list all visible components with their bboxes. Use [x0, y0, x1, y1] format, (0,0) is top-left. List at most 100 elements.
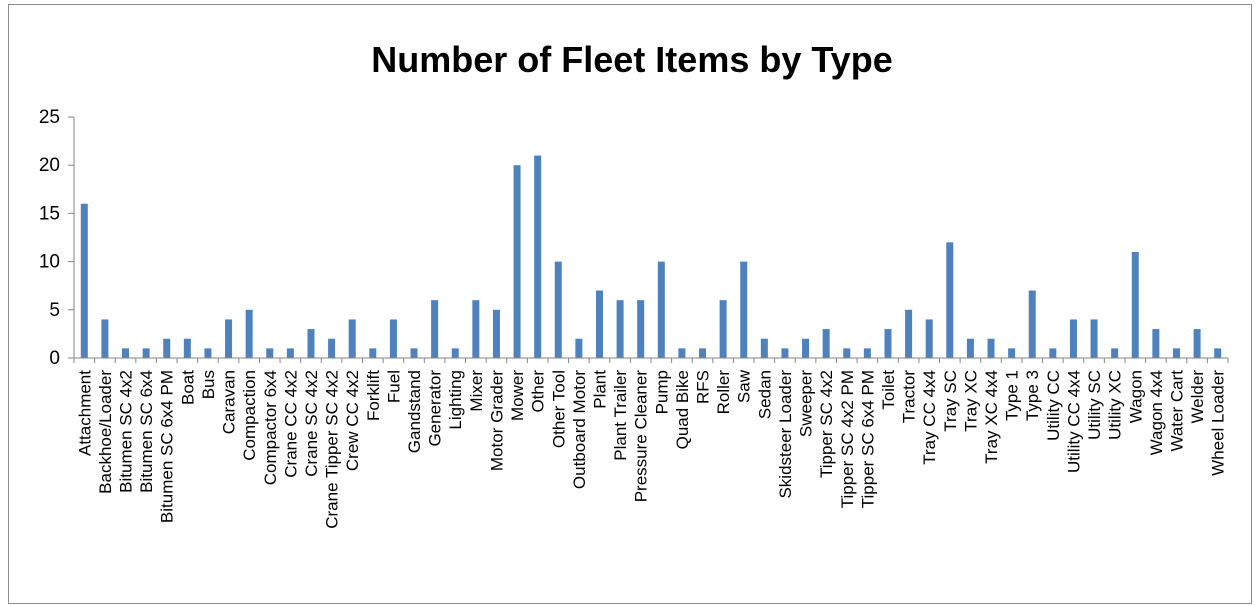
x-category-label: Bitumen SC 4x2 [117, 370, 136, 493]
x-category-label: Tray SC [941, 370, 960, 432]
x-category-label: Bitumen SC 6x4 PM [158, 370, 177, 523]
bar [266, 348, 274, 358]
x-category-label: Mixer [467, 370, 486, 412]
x-category-label: Bitumen SC 6x4 [137, 370, 156, 493]
x-category-label: Tractor [900, 370, 919, 424]
x-category-label: Utility CC [1044, 370, 1063, 441]
x-category-label: Boat [178, 370, 197, 405]
x-category-label: Toilet [879, 370, 898, 410]
bar [925, 319, 933, 358]
bar [863, 348, 871, 358]
x-category-label: Wheel Loader [1209, 370, 1228, 476]
bar [492, 309, 500, 358]
x-category-label: Tray CC 4x4 [920, 370, 939, 465]
x-category-label: Crane SC 4x2 [302, 370, 321, 477]
x-category-label: Type 3 [1023, 370, 1042, 421]
x-category-label: Lighting [446, 370, 465, 430]
bar [80, 203, 88, 358]
y-tick-label: 0 [49, 348, 60, 369]
bar [575, 338, 583, 358]
bar [637, 300, 645, 358]
bar [328, 338, 336, 358]
y-tick-label: 25 [39, 107, 60, 128]
bar [554, 261, 562, 358]
bar [987, 338, 995, 358]
bar [348, 319, 356, 358]
bar-series [80, 155, 1222, 358]
x-category-label: Gandstand [405, 370, 424, 453]
x-category-label: Motor Grader [487, 370, 506, 471]
x-category-label: Tray XC [961, 370, 980, 432]
x-category-label: Pressure Cleaner [632, 370, 651, 503]
x-category-label: Attachment [75, 370, 94, 456]
x-category-label: Skidsteer Loader [776, 370, 795, 499]
x-category-label: Backhoe/Loader [96, 370, 115, 494]
x-category-label: Forklift [364, 370, 383, 421]
x-category-label: Wagon [1126, 370, 1145, 423]
bar [1028, 290, 1036, 358]
bar [740, 261, 748, 358]
x-category-label: Crane CC 4x2 [281, 370, 300, 478]
bar [699, 348, 707, 358]
bar [286, 348, 294, 358]
bar [451, 348, 459, 358]
bar [513, 165, 521, 358]
bar [183, 338, 191, 358]
x-category-label: Tipper SC 6x4 PM [858, 370, 877, 508]
bar [760, 338, 768, 358]
x-axis: Attachment Backhoe/Loader Bitumen SC 4x2 Bi… [73, 357, 1229, 529]
bar [822, 329, 830, 358]
bar [966, 338, 974, 358]
bar [163, 338, 171, 358]
bar [204, 348, 212, 358]
y-tick-label: 15 [39, 203, 60, 224]
x-category-label: Mower [508, 370, 527, 421]
bar [1111, 348, 1119, 358]
x-category-label: Saw [735, 369, 754, 403]
bar [1131, 251, 1139, 358]
bar [1193, 329, 1201, 358]
bar [369, 348, 377, 358]
x-category-label: Plant [590, 370, 609, 409]
x-category-label: Utility SC [1085, 370, 1104, 440]
bar [431, 300, 439, 358]
x-category-label: Compaction [240, 370, 259, 461]
bar [534, 155, 542, 358]
y-axis: 0 5 10 15 20 25 [39, 107, 75, 369]
bar [802, 338, 810, 358]
bar [1090, 319, 1098, 358]
x-category-label: Compactor 6x4 [261, 370, 280, 485]
x-category-label: Generator [426, 370, 445, 447]
bar [946, 242, 954, 358]
x-category-label: Quad Bike [673, 370, 692, 449]
chart-area [8, 4, 1252, 604]
x-category-label: Wagon 4x4 [1147, 370, 1166, 455]
bar [781, 348, 789, 358]
x-category-label: Caravan [220, 370, 239, 434]
x-category-label: Crew CC 4x2 [343, 370, 362, 471]
x-category-label: Utility CC 4x4 [1064, 370, 1083, 473]
x-category-label: Fuel [384, 370, 403, 403]
bar [142, 348, 150, 358]
x-category-label: Tray XC 4x4 [982, 370, 1001, 464]
x-category-label: Welder [1188, 370, 1207, 424]
bar [1172, 348, 1180, 358]
x-category-label: Water Cart [1167, 370, 1186, 452]
bar [1049, 348, 1057, 358]
bar [245, 309, 253, 358]
y-tick-label: 10 [39, 252, 60, 273]
bar [884, 329, 892, 358]
x-category-label: Tipper SC 4x2 PM [838, 370, 857, 508]
bar [616, 300, 624, 358]
bar [1069, 319, 1077, 358]
bar [843, 348, 851, 358]
x-category-label: Outboard Motor [570, 370, 589, 489]
y-tick-label: 20 [39, 155, 60, 176]
bar [719, 300, 727, 358]
x-category-label: Other [529, 370, 548, 413]
bar [225, 319, 233, 358]
bar [678, 348, 686, 358]
x-category-label: Utility XC [1106, 370, 1125, 440]
bar [657, 261, 665, 358]
